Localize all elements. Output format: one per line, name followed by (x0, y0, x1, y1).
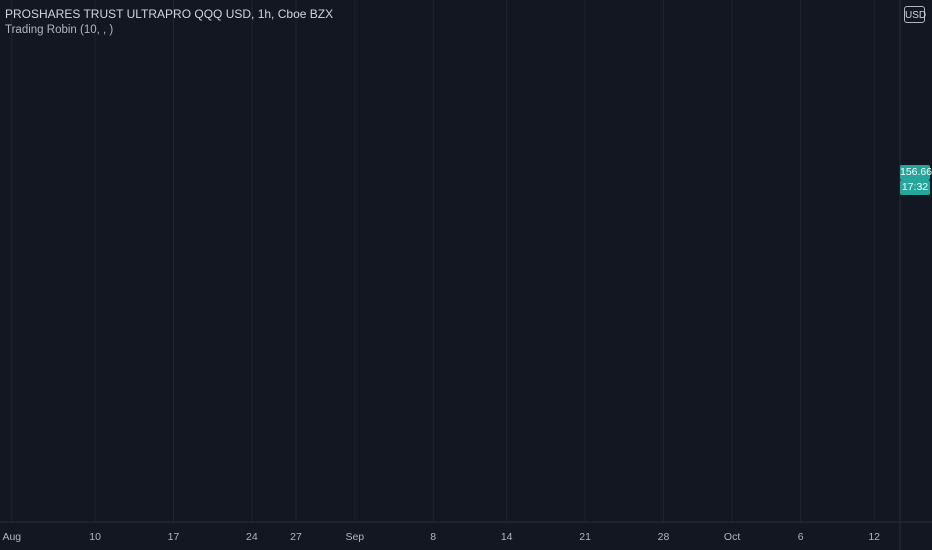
x-tick-label: 24 (246, 531, 258, 543)
bar-countdown-tag: 17:32 (900, 180, 930, 195)
x-tick-label: 14 (501, 531, 513, 543)
x-tick-label: 12 (868, 531, 880, 543)
x-tick-label: 8 (430, 531, 436, 543)
x-tick-label: Aug (2, 531, 21, 543)
indicator-title[interactable]: Trading Robin (10, , ) (5, 24, 114, 36)
last-price-tag: 156.66 (900, 165, 932, 180)
chart-legend: PROSHARES TRUST ULTRAPRO QQQ USD, 1h, Cb… (5, 6, 333, 38)
currency-button[interactable]: USD (904, 6, 926, 23)
x-tick-label: Oct (724, 531, 740, 543)
x-tick-label: 21 (579, 531, 591, 543)
symbol-title[interactable]: PROSHARES TRUST ULTRAPRO QQQ USD, 1h, Cb… (5, 7, 334, 21)
x-tick-label: 28 (658, 531, 670, 543)
x-tick-label: 6 (798, 531, 804, 543)
x-tick-label: Sep (345, 531, 364, 543)
x-tick-label: 27 (290, 531, 302, 543)
x-tick-label: 10 (89, 531, 101, 543)
x-tick-label: 17 (168, 531, 180, 543)
